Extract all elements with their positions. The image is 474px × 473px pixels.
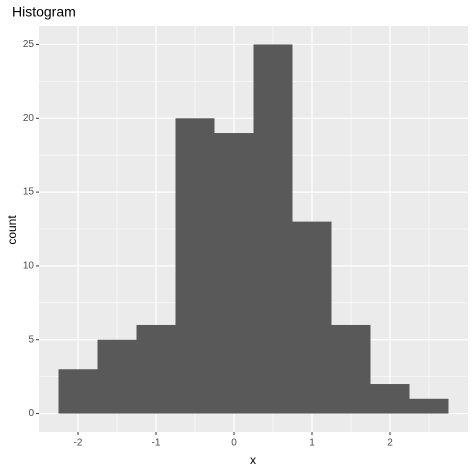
- bar: [136, 324, 176, 414]
- bar: [214, 133, 254, 414]
- bar: [97, 339, 137, 414]
- y-tick-label: 25: [23, 39, 35, 50]
- y-tick-label: 10: [23, 261, 35, 272]
- bar: [175, 118, 215, 414]
- bar: [409, 398, 449, 414]
- x-tick-label: -2: [74, 438, 83, 449]
- y-tick-label: 5: [28, 334, 34, 345]
- y-tick-label: 0: [28, 408, 34, 419]
- bar: [292, 221, 332, 414]
- y-tick-label: 15: [23, 187, 35, 198]
- bar: [331, 324, 371, 414]
- bar: [253, 44, 293, 414]
- bar: [370, 384, 410, 414]
- x-tick-label: -1: [152, 438, 161, 449]
- x-axis-label: x: [250, 453, 256, 467]
- x-tick-label: 2: [387, 438, 393, 449]
- bar: [58, 369, 98, 414]
- chart-title: Histogram: [12, 4, 76, 20]
- x-tick-label: 0: [231, 438, 237, 449]
- y-axis-label: count: [5, 215, 19, 245]
- y-tick-label: 20: [23, 113, 35, 124]
- x-tick-label: 1: [309, 438, 315, 449]
